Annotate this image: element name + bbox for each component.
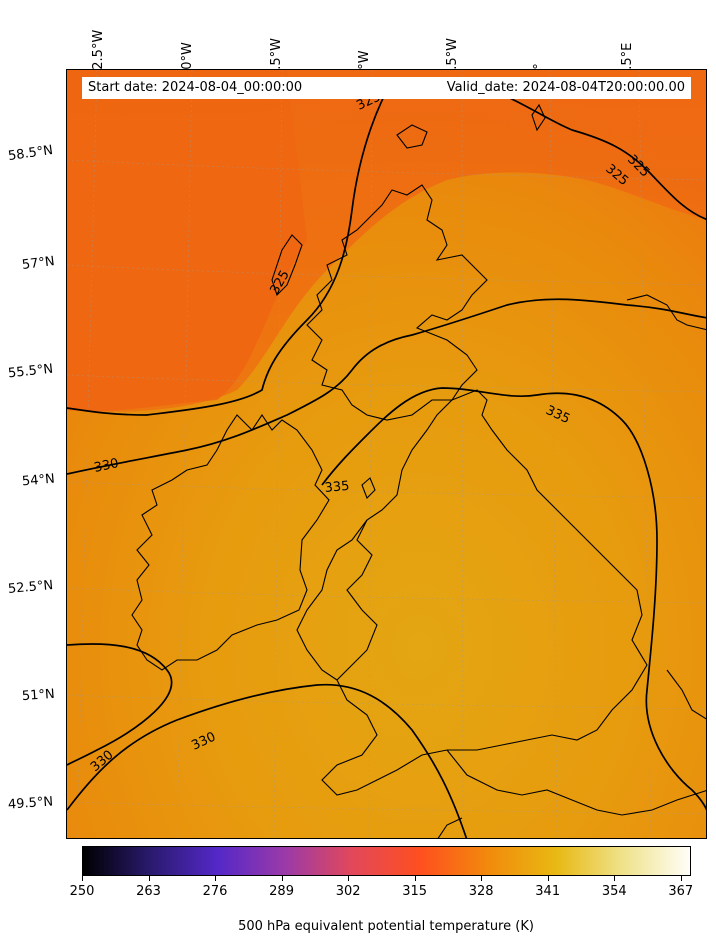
- coastlines: [131, 103, 706, 838]
- colorbar-tick-label: 367: [668, 884, 694, 899]
- field-cool-atlantic: [67, 70, 307, 412]
- graticule: [67, 70, 706, 838]
- contour-330-west: [67, 298, 706, 475]
- colorbar-tick: [281, 876, 283, 881]
- colorbar-tick: [547, 876, 549, 881]
- coast-isle-of-man: [361, 477, 376, 499]
- colorbar-tick: [348, 876, 350, 881]
- colorbar-tick: [481, 876, 483, 881]
- lat-label-52-5n: 52.5°N: [7, 578, 54, 597]
- coast-orkney: [396, 124, 428, 149]
- date-header: Start date: 2024-08-04_00:00:00 Valid_da…: [82, 77, 691, 99]
- colorbar-tick: [414, 876, 416, 881]
- colorbar-tick-label: 302: [335, 884, 361, 899]
- coast-low-countries: [666, 669, 706, 720]
- colorbar-tick-label: 250: [69, 884, 95, 899]
- colorbar-tick: [680, 876, 682, 881]
- coast-france: [446, 749, 706, 816]
- colorbar-tick-label: 276: [202, 884, 228, 899]
- contours: [67, 79, 706, 838]
- lat-label-51n: 51°N: [21, 686, 56, 705]
- coast-england-wales: [321, 389, 648, 796]
- map-panel: 325 325 325 325 330 330 330 335 335: [66, 69, 707, 839]
- colorbar-tick: [614, 876, 616, 881]
- colorbar-tick: [215, 876, 217, 881]
- colorbar-tick-label: 341: [535, 884, 561, 899]
- colorbar-tick-label: 263: [136, 884, 161, 899]
- colorbar-tick-label: 354: [601, 884, 627, 899]
- colorbar: [82, 846, 691, 876]
- contour-330-ring: [67, 643, 173, 766]
- contour-335-central: [321, 387, 706, 811]
- contour-label-335-b: 335: [324, 479, 350, 496]
- colorbar-tick-label: 315: [402, 884, 428, 899]
- lat-label-49-5n: 49.5°N: [7, 794, 54, 813]
- coast-scotland: [306, 184, 488, 421]
- colorbar-tick-label: 289: [269, 884, 294, 899]
- contour-325-coastal: [67, 89, 388, 416]
- coast-brittany: [437, 817, 463, 838]
- coast-norway: [626, 294, 706, 331]
- coast-shetland: [531, 103, 546, 132]
- colorbar-tick: [148, 876, 150, 881]
- lat-label-55-5n: 55.5°N: [7, 361, 54, 382]
- colorbar-tick-label: 328: [468, 884, 494, 899]
- coast-hebrides: [271, 234, 303, 297]
- valid-date-text: Valid_date: 2024-08-04T20:00:00.00: [446, 80, 685, 95]
- theta-e-map: 325 325 325 325 330 330 330 335 335: [67, 70, 706, 838]
- contour-label-330-a: 330: [93, 456, 120, 476]
- colorbar-label: 500 hPa equivalent potential temperature…: [238, 919, 534, 934]
- lat-label-54n: 54°N: [21, 471, 56, 490]
- coast-wales: [296, 519, 368, 681]
- contour-325-north: [456, 79, 706, 221]
- contour-330-southwest: [67, 683, 468, 838]
- lat-label-58-5n: 58.5°N: [7, 142, 54, 165]
- start-date-text: Start date: 2024-08-04_00:00:00: [88, 80, 303, 95]
- colorbar-tick: [82, 876, 83, 881]
- lat-label-57n: 57°N: [21, 254, 56, 273]
- coast-ireland: [131, 414, 330, 671]
